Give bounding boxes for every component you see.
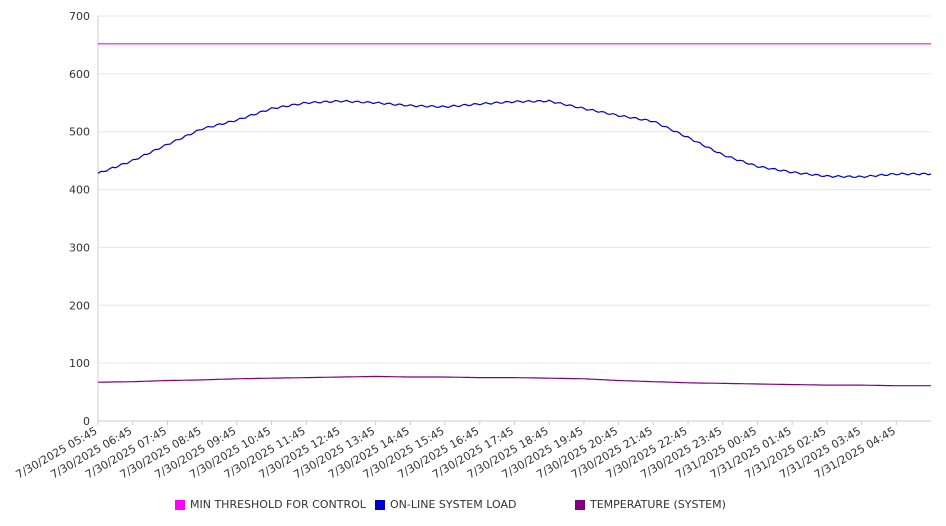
legend-swatch-threshold: [175, 499, 185, 510]
line-chart: 0 100 200 300 400 500 600 700 7/30/2025 05:457/…: [14, 10, 932, 481]
axes: [97, 16, 931, 425]
grid-lines: [98, 15, 931, 364]
series-line-load: [97, 99, 932, 179]
y-tick-label: 100: [69, 357, 90, 370]
legend-swatch-temperature: [575, 499, 585, 510]
y-tick-label: 500: [69, 126, 90, 139]
y-tick-labels: 0 100 200 300 400 500 600 700: [69, 10, 90, 428]
legend-item-temperature[interactable]: TEMPERATURE (SYSTEM): [575, 498, 726, 511]
legend-item-load[interactable]: ON-LINE SYSTEM LOAD: [375, 498, 516, 511]
x-tick-labels: 7/30/2025 05:457/30/2025 06:457/30/2025 …: [14, 424, 898, 481]
legend-swatch-load: [375, 499, 385, 510]
chart-legend: MIN THRESHOLD FOR CONTROL ON-LINE SYSTEM…: [0, 498, 946, 514]
y-tick-label: 400: [69, 184, 90, 197]
legend-label-load: ON-LINE SYSTEM LOAD: [390, 498, 517, 511]
legend-label-temperature: TEMPERATURE (SYSTEM): [590, 498, 726, 511]
y-tick-label: 700: [69, 10, 90, 23]
legend-item-threshold[interactable]: MIN THRESHOLD FOR CONTROL: [175, 498, 366, 511]
y-tick-label: 200: [69, 299, 90, 312]
series-lines: [97, 43, 932, 387]
y-tick-label: 0: [83, 415, 90, 428]
y-tick-label: 600: [69, 68, 90, 81]
series-line-temperature: [98, 375, 931, 387]
y-tick-label: 300: [69, 241, 90, 254]
legend-label-threshold: MIN THRESHOLD FOR CONTROL: [190, 498, 366, 511]
